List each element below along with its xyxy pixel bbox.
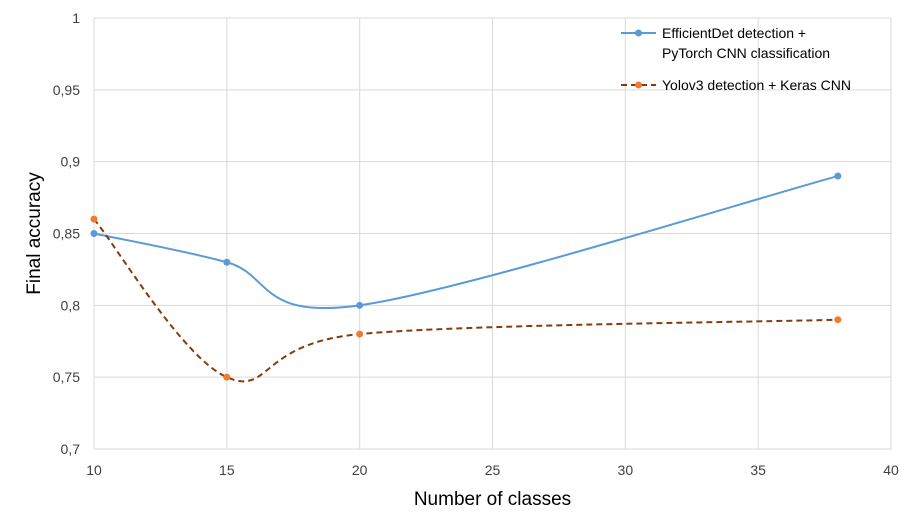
x-tick-label: 20 [352,462,368,478]
y-axis-ticks: 0,7 0,75 0,8 0,85 0,9 0,95 1 [53,10,80,457]
data-point [90,230,98,237]
x-tick-label: 30 [618,462,634,478]
grid [93,17,892,450]
data-point [223,258,231,266]
data-point [356,330,364,338]
data-point [223,373,231,381]
x-axis-ticks: 10 15 20 25 30 35 40 [86,462,899,478]
series-2 [90,215,842,383]
x-axis-title: Number of classes [414,489,571,510]
legend: EfficientDet detection + PyTorch CNN clas… [621,25,851,93]
legend-entry-1: EfficientDet detection + PyTorch CNN clas… [621,25,830,61]
y-tick-label: 0,95 [53,82,80,98]
y-tick-label: 0,85 [53,226,80,242]
series-1 [90,172,842,310]
x-tick-label: 10 [86,462,102,478]
legend-marker [635,81,642,89]
y-axis-title: Final accuracy [24,172,45,295]
legend-entry-2: Yolov3 detection + Keras CNN [621,77,851,93]
series-group [90,172,842,383]
y-tick-label: 0,7 [61,441,81,457]
x-tick-label: 15 [219,462,235,478]
data-point [90,215,98,223]
series-line [93,218,838,383]
legend-marker [635,29,642,37]
y-tick-label: 0,75 [53,369,80,385]
legend-label: PyTorch CNN classification [662,45,830,61]
y-tick-label: 0,8 [61,297,81,313]
data-point [834,316,842,324]
data-point [834,172,842,180]
x-tick-label: 25 [485,462,501,478]
legend-label: EfficientDet detection + [662,25,806,41]
x-tick-label: 40 [883,462,899,478]
x-tick-label: 35 [750,462,766,478]
series-line [93,175,839,310]
y-tick-label: 0,9 [61,154,81,170]
data-point [356,301,364,309]
legend-label: Yolov3 detection + Keras CNN [662,77,851,93]
y-tick-label: 1 [72,10,80,26]
